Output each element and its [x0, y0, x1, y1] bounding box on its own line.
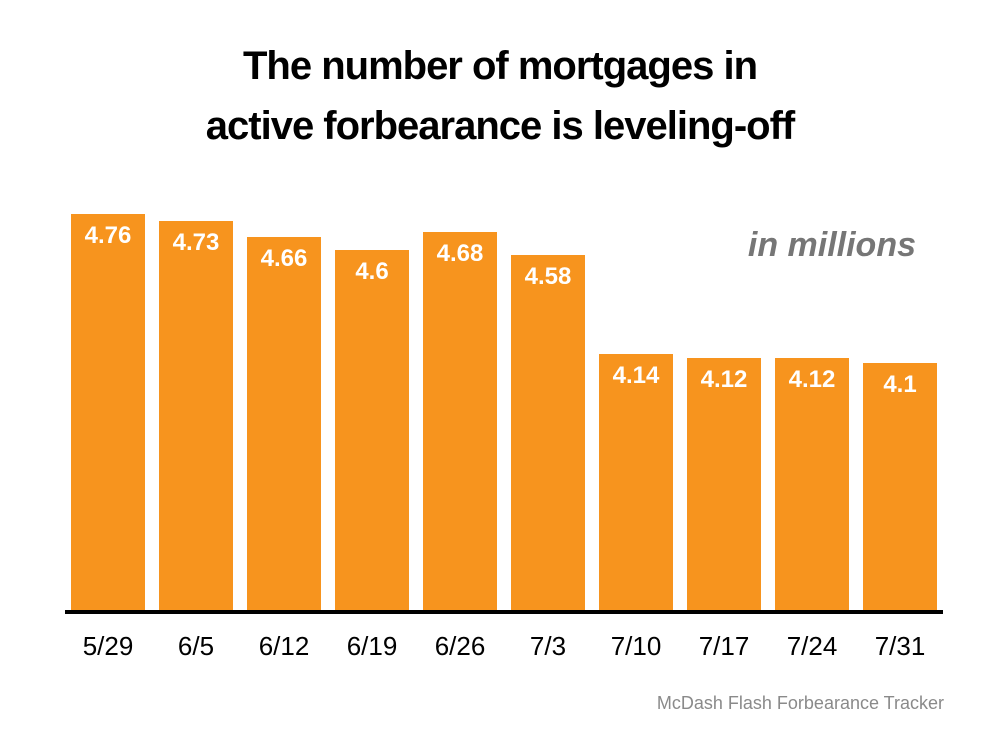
- bar: 4.6: [335, 250, 409, 611]
- bar-value-label: 4.6: [355, 258, 389, 286]
- chart-title-line1: The number of mortgages in: [242, 44, 758, 88]
- bar: 4.12: [687, 358, 761, 611]
- bar: 4.14: [599, 353, 673, 611]
- bar-value-label: 4.76: [84, 222, 132, 250]
- x-axis-line: [65, 610, 943, 614]
- bar-chart-plot-area: 4.76 4.73 4.66 4.6 4.68 4.58 4.14 4.12 4.12 4.1: [71, 205, 937, 611]
- x-axis-tick-label: 7/24: [786, 631, 838, 661]
- bar-value-label: 4.12: [700, 366, 748, 394]
- chart-title-line2: active forbearance is leveling-off: [205, 104, 795, 148]
- bar: 4.12: [775, 358, 849, 611]
- x-axis-tick-label: 7/17: [698, 631, 750, 661]
- x-axis-tick-label: 5/29: [82, 631, 134, 661]
- bar-value-label: 4.14: [612, 361, 660, 389]
- bar: 4.66: [247, 236, 321, 611]
- bar: 4.68: [423, 232, 497, 611]
- chart-title: The number of mortgages in active forbea…: [0, 36, 1000, 156]
- bar-value-label: 4.12: [788, 366, 836, 394]
- source-attribution: McDash Flash Forbearance Tracker: [656, 693, 944, 713]
- bar-value-label: 4.58: [524, 262, 572, 290]
- x-axis-tick-label: 6/12: [258, 631, 310, 661]
- x-axis-tick-labels: 5/29 6/5 6/12 6/19 6/26 7/3 7/10 7/17 7/24 7/31: [71, 631, 937, 662]
- bar: 4.73: [159, 220, 233, 611]
- x-axis-tick-label: 6/19: [346, 631, 398, 661]
- x-axis-tick-label: 7/31: [874, 631, 926, 661]
- bar-value-label: 4.66: [260, 244, 308, 272]
- bar: 4.58: [511, 254, 585, 611]
- x-axis-tick-label: 7/10: [610, 631, 662, 661]
- bar-value-label: 4.73: [172, 228, 220, 256]
- bar: 4.1: [863, 362, 937, 611]
- bar: 4.76: [71, 214, 145, 611]
- bar-value-label: 4.68: [436, 240, 484, 268]
- x-axis-tick-label: 6/5: [177, 631, 215, 661]
- units-annotation: in millions: [747, 226, 916, 264]
- bar-value-label: 4.1: [883, 370, 917, 398]
- x-axis-tick-label: 7/3: [529, 631, 567, 661]
- x-axis-tick-label: 6/26: [434, 631, 486, 661]
